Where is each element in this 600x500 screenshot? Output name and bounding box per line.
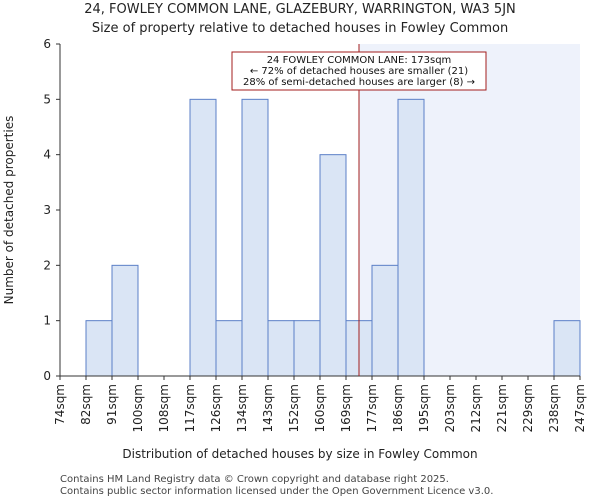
y-tick-label: 3 [43,203,51,217]
x-tick-label: 203sqm [443,384,457,432]
y-tick-label: 2 [43,258,51,272]
x-tick-label: 160sqm [313,384,327,432]
y-tick-label: 6 [43,37,51,51]
x-tick-label: 134sqm [235,384,249,432]
footer-line-2: Contains public sector information licen… [60,486,493,497]
annotation-line-3: 28% of semi-detached houses are larger (… [243,77,475,88]
x-tick-label: 186sqm [391,384,405,432]
x-tick-label: 247sqm [573,384,587,432]
x-tick-label: 100sqm [131,384,145,432]
bar-152sqm [293,320,321,377]
bar-82sqm [85,320,113,377]
bar-186sqm [397,98,425,377]
footer-line-1: Contains HM Land Registry data © Crown c… [60,474,449,485]
x-tick-label: 169sqm [339,384,353,432]
x-tick-label: 117sqm [183,384,197,432]
bar-238sqm [553,320,581,377]
x-axis-label: Distribution of detached houses by size … [122,447,477,461]
x-tick-label: 108sqm [157,384,171,432]
bar-143sqm [267,320,295,377]
chart-subtitle: Size of property relative to detached ho… [92,21,508,36]
y-tick-label: 4 [43,148,51,162]
x-tick-label: 229sqm [521,384,535,432]
annotation-box [231,51,487,91]
x-tick-label: 143sqm [261,384,275,432]
x-tick-label: 238sqm [547,384,561,432]
y-axis-label: Number of detached properties [2,116,16,305]
x-tick-label: 74sqm [53,384,67,425]
y-tick-label: 5 [43,92,51,106]
x-tick-label: 152sqm [287,384,301,432]
y-tick-label: 1 [43,314,51,328]
annotation-line-1: 24 FOWLEY COMMON LANE: 173sqm [267,55,452,66]
annotation-line-2: ← 72% of detached houses are smaller (21… [250,66,468,77]
x-tick-label: 195sqm [417,384,431,432]
x-tick-label: 212sqm [469,384,483,432]
x-tick-label: 221sqm [495,384,509,432]
chart-title: 24, FOWLEY COMMON LANE, GLAZEBURY, WARRI… [84,2,516,17]
bar-91sqm [111,264,139,377]
bar-160sqm [319,154,347,377]
bar-126sqm [215,320,243,377]
y-tick-label: 0 [43,369,51,383]
x-tick-label: 91sqm [105,384,119,425]
x-tick-label: 177sqm [365,384,379,432]
x-tick-label: 82sqm [79,384,93,425]
bar-177sqm [371,264,399,377]
bar-117sqm [189,98,217,377]
x-tick-label: 126sqm [209,384,223,432]
bar-134sqm [241,98,269,377]
